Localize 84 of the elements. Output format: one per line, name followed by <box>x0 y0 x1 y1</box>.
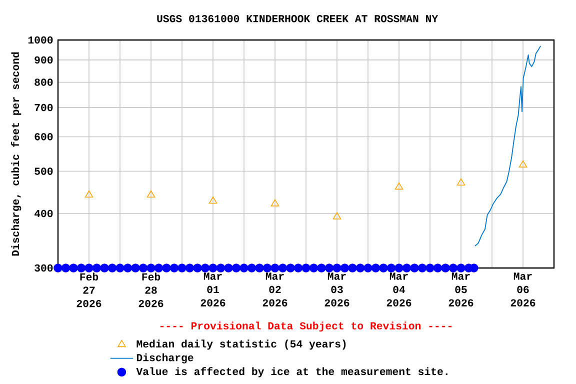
point <box>116 264 124 272</box>
point <box>332 264 342 272</box>
point <box>402 264 412 272</box>
point <box>100 264 109 272</box>
point <box>340 264 350 272</box>
point <box>441 264 450 272</box>
y-tick-label: 600 <box>34 133 53 140</box>
point <box>76 264 86 272</box>
point <box>332 212 342 220</box>
point <box>371 264 380 272</box>
point <box>123 264 132 272</box>
x-tick-label: Mar 03 2026 <box>324 272 350 306</box>
point <box>286 264 295 272</box>
point <box>170 264 179 272</box>
point <box>278 264 288 272</box>
point <box>356 264 365 272</box>
point <box>324 264 334 272</box>
point <box>84 264 94 272</box>
x-tick-label: Feb 28 2026 <box>138 272 164 308</box>
point <box>433 264 442 272</box>
x-tick-label: Mar 06 2026 <box>510 272 536 306</box>
point <box>418 264 427 272</box>
legend-label: Value is affected by ice at the measurement site. <box>136 367 448 378</box>
point <box>208 196 218 204</box>
chart-title: USGS 01361000 KINDERHOOK CREEK AT ROSSMAN NY <box>157 15 438 22</box>
point <box>146 190 156 198</box>
point <box>426 264 434 272</box>
point <box>456 264 466 272</box>
point <box>247 264 256 272</box>
point <box>69 264 78 272</box>
point <box>309 264 318 272</box>
point <box>216 264 226 272</box>
point <box>394 264 404 272</box>
point <box>200 264 210 272</box>
y-axis-title: Discharge, cubic feet per second <box>11 52 22 256</box>
y-tick-label: 300 <box>34 264 53 272</box>
legend-label: Median daily statistic (54 years) <box>136 340 346 350</box>
point <box>270 264 280 272</box>
x-tick-label: Mar 02 2026 <box>262 272 288 306</box>
point <box>294 264 303 272</box>
point <box>379 264 388 272</box>
point <box>131 264 140 272</box>
y-tick-label: 800 <box>34 78 53 86</box>
point <box>224 264 233 272</box>
point <box>54 264 62 272</box>
point <box>518 160 528 168</box>
point <box>240 264 248 272</box>
text: ---- Provisional Data Subject to Revision ---- <box>160 322 452 332</box>
y-tick-label: 1000 <box>28 36 53 44</box>
point <box>255 264 264 272</box>
legend-label: Discharge <box>136 353 194 364</box>
point <box>317 264 326 272</box>
x-tick-label: Mar 04 2026 <box>386 272 412 306</box>
point <box>262 264 272 272</box>
point <box>146 264 156 272</box>
point <box>178 264 186 272</box>
point <box>232 264 241 272</box>
point <box>410 264 419 272</box>
x-tick-label: Feb 27 2026 <box>76 272 102 308</box>
x-tick-label: Mar 01 2026 <box>200 272 226 306</box>
point <box>61 264 70 272</box>
point <box>92 264 102 272</box>
point <box>348 264 357 272</box>
point <box>84 190 94 198</box>
point <box>162 264 171 272</box>
point <box>193 264 202 272</box>
y-tick-label: 900 <box>34 56 53 64</box>
point <box>108 264 117 272</box>
point <box>386 264 396 272</box>
point <box>138 264 148 272</box>
point <box>394 182 404 190</box>
point <box>208 264 218 272</box>
y-tick-label: 400 <box>34 210 53 218</box>
point <box>302 264 310 272</box>
line-series <box>474 45 542 246</box>
y-tick-label: 500 <box>34 168 53 175</box>
x-tick-label: Mar 05 2026 <box>448 272 474 306</box>
point <box>364 264 372 272</box>
point <box>270 199 280 206</box>
point <box>154 264 164 272</box>
y-tick-label: 700 <box>34 104 53 112</box>
point <box>456 178 466 186</box>
point <box>448 264 458 272</box>
point <box>185 264 194 272</box>
